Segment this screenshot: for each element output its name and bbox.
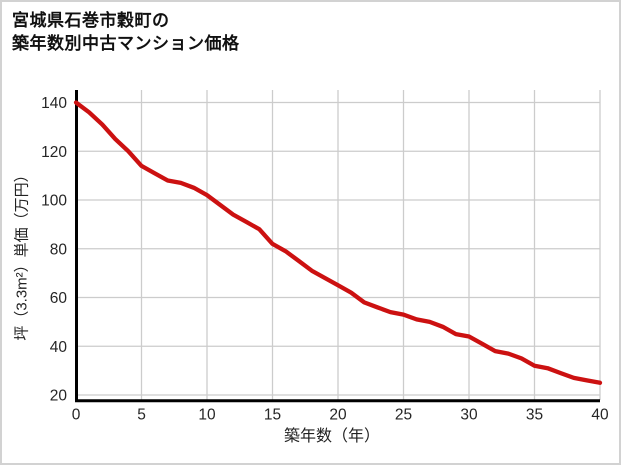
x-tick-label: 40: [591, 407, 609, 424]
x-axis-label: 築年数（年）: [283, 428, 381, 445]
x-tick-label: 10: [198, 407, 216, 424]
y-tick-labels: 20 40 60 80 100 120 140: [41, 95, 67, 405]
chart-title-line2: 築年数別中古マンション価格: [12, 34, 240, 53]
y-tick-label: 120: [41, 144, 67, 161]
x-tick-labels: 0 5 10 15 20 25 30 35 40: [72, 407, 609, 424]
x-tick-label: 5: [137, 407, 146, 424]
y-tick-label: 20: [50, 388, 68, 405]
gridlines: [76, 90, 601, 400]
chart-title-line1: 宮城県石巻市穀町の: [12, 11, 170, 30]
price-line: [73, 100, 603, 385]
y-axis-label: 坪（3.3m²）単価（万円）: [13, 167, 31, 341]
y-tick-label: 100: [41, 193, 67, 210]
x-tick-label: 25: [395, 407, 412, 424]
y-tick-label: 140: [41, 95, 67, 112]
x-tick-label: 0: [72, 407, 81, 424]
x-tick-label: 35: [526, 407, 543, 424]
y-tick-label: 60: [50, 290, 68, 307]
y-tick-label: 80: [50, 241, 68, 258]
chart-title: 宮城県石巻市穀町の 築年数別中古マンション価格: [12, 9, 240, 55]
x-tick-label: 20: [329, 407, 347, 424]
x-tick-label: 30: [460, 407, 478, 424]
x-tick-label: 15: [264, 407, 281, 424]
y-tick-label: 40: [50, 339, 68, 356]
